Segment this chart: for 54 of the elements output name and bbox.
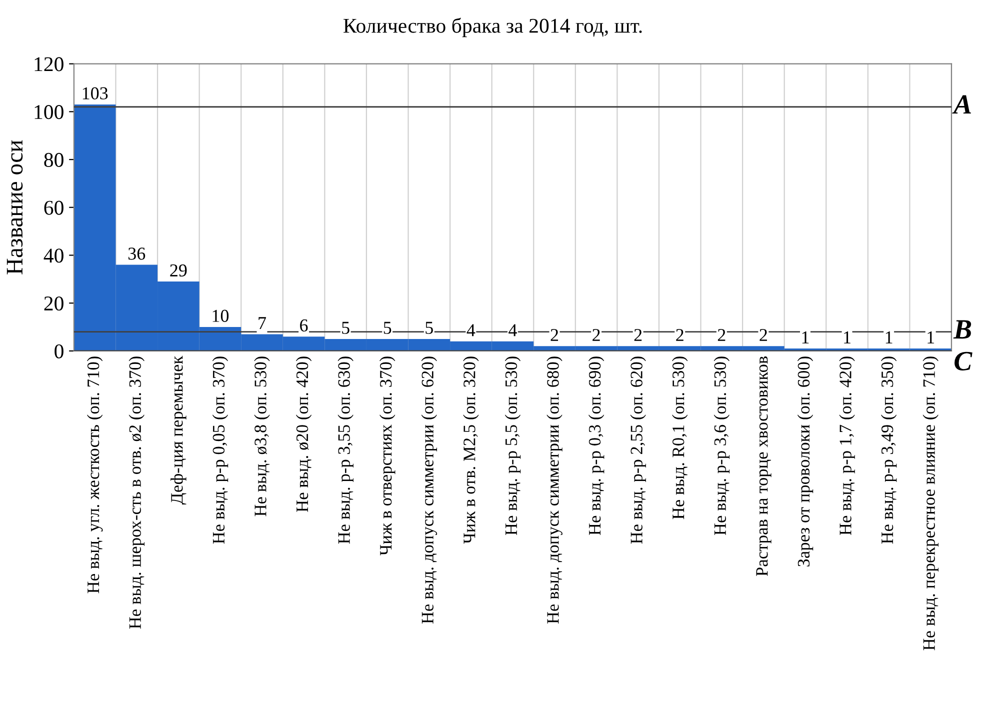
- data-label: 2: [550, 328, 558, 341]
- x-tick-label: Не выд. р-р 1,7 (оп. 420): [839, 356, 855, 536]
- x-tick-label: Не выд. допуск симметрии (оп. 680): [546, 356, 562, 624]
- x-tick-label: Не выд. р-р 0,05 (оп. 370): [212, 356, 228, 544]
- x-tick-label: Не выд. R0,1 (оп. 530): [672, 356, 688, 520]
- data-label: 1: [844, 331, 850, 344]
- x-tick-label: Не выд. перекрестное влияние (оп. 710): [922, 356, 938, 650]
- y-axis-title: Название оси: [6, 140, 23, 274]
- chart-title: Количество брака за 2014 год, шт.: [344, 18, 642, 38]
- data-label: 36: [128, 248, 146, 260]
- ref-line-label: C: [954, 352, 972, 371]
- y-tick-label: 80: [44, 152, 64, 167]
- x-tick-label: Не выд. р-р 0,3 (оп. 690): [588, 356, 604, 536]
- data-label: 4: [508, 324, 517, 336]
- data-label: 2: [592, 328, 600, 341]
- x-tick-label: Не выд. ø20 (оп. 420): [296, 356, 312, 512]
- data-label: 7: [258, 317, 266, 329]
- data-label: 29: [170, 264, 187, 277]
- ref-line-label: B: [953, 320, 972, 339]
- x-tick-label: Не выд. р-р 3,49 (оп. 350): [880, 356, 897, 544]
- x-tick-label: Не выд. допуск симметрии (оп. 620): [421, 356, 438, 624]
- data-label: 5: [342, 322, 350, 334]
- x-tick-label: Не выд. р-р 3,6 (оп. 530): [714, 356, 730, 536]
- x-tick-label: Не выд. р-р 3,55 (оп. 630): [338, 356, 354, 544]
- data-label: 1: [886, 331, 892, 344]
- x-tick-label: Не выд. р-р 2,55 (оп. 620): [630, 356, 646, 544]
- y-tick-label: 120: [34, 57, 64, 72]
- data-label: 2: [634, 328, 642, 341]
- x-tick-label: Не выд. шерох-сть в отв. ø2 (оп. 370): [128, 356, 145, 629]
- data-label: 4: [466, 324, 476, 336]
- data-label: 6: [300, 319, 308, 332]
- data-label: 1: [928, 331, 934, 344]
- x-tick-label: Растрав на торце хвостовиков: [756, 356, 772, 576]
- data-label: 103: [82, 87, 108, 100]
- data-label: 5: [426, 322, 433, 334]
- data-label: 10: [212, 310, 229, 322]
- x-tick-label: Не выд. р-р 5,5 (оп. 530): [504, 356, 521, 536]
- y-tick-label: 100: [34, 105, 64, 120]
- y-tick-label: 0: [54, 344, 64, 358]
- x-tick-label: Деф-ция перемычек: [170, 356, 186, 505]
- x-tick-label: Чиж в отв. М2,5 (оп. 320): [463, 356, 479, 544]
- data-label: 2: [676, 328, 684, 341]
- ref-line-label: A: [952, 95, 971, 114]
- data-label: 2: [760, 328, 767, 341]
- data-label: 1: [802, 331, 809, 344]
- x-tick-label: Чиж в отверстиях (оп. 370): [379, 356, 396, 556]
- y-tick-label: 40: [44, 248, 64, 263]
- y-tick-label: 60: [44, 200, 64, 215]
- x-tick-label: Зарез от проволоки (оп. 600): [797, 356, 814, 566]
- x-tick-label: Не выд. ø3,8 (оп. 530): [254, 356, 270, 516]
- y-tick-label: 20: [44, 296, 64, 311]
- x-tick-label: Не выд. угл. жесткость (оп. 710): [86, 356, 103, 594]
- data-label: 5: [384, 322, 392, 334]
- data-label: 2: [718, 328, 726, 341]
